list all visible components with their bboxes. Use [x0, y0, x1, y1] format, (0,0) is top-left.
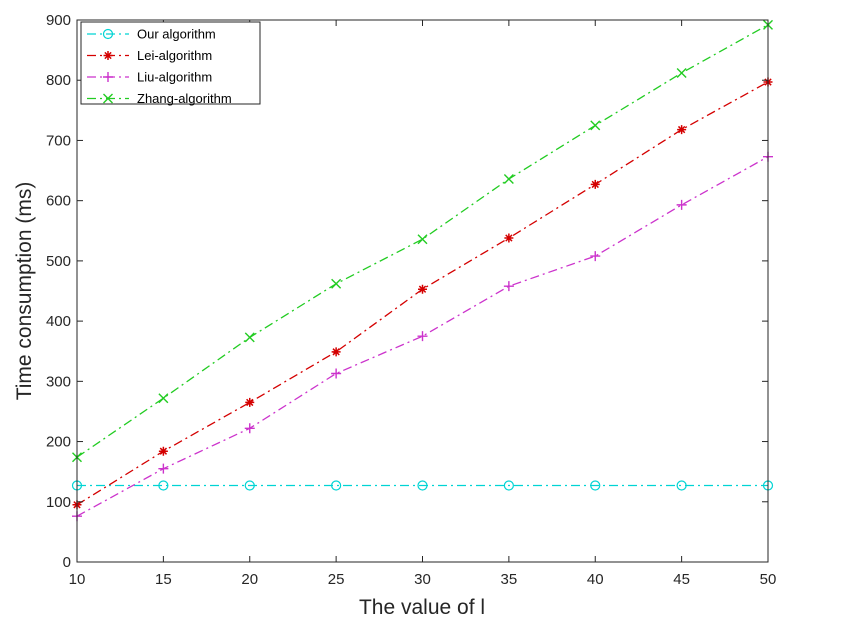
data-point	[158, 446, 168, 456]
y-tick-label: 500	[46, 253, 71, 270]
x-axis-label: The value of l	[359, 596, 485, 619]
y-tick-label: 700	[46, 132, 71, 149]
x-tick-label: 15	[155, 571, 172, 588]
y-tick-label: 600	[46, 193, 71, 210]
x-tick-label: 25	[328, 571, 345, 588]
x-tick-label: 50	[760, 571, 777, 588]
x-tick-label: 20	[241, 571, 258, 588]
legend-marker	[102, 28, 114, 40]
data-point	[244, 480, 255, 491]
data-point	[417, 480, 428, 491]
y-tick-label: 200	[46, 434, 71, 451]
data-point	[503, 281, 514, 292]
data-point	[590, 251, 601, 262]
data-point	[676, 480, 687, 491]
legend-label: Our algorithm	[137, 27, 216, 42]
legend-label: Liu-algorithm	[137, 70, 212, 85]
data-point	[417, 234, 428, 245]
legend-marker	[103, 51, 113, 60]
data-point	[418, 284, 427, 294]
y-tick-label: 300	[46, 373, 71, 390]
legend-label: Lei-algorithm	[137, 48, 212, 63]
data-point	[676, 199, 687, 210]
data-point	[590, 480, 601, 491]
y-tick-label: 0	[63, 554, 71, 571]
data-point	[331, 347, 341, 357]
y-tick-label: 900	[46, 12, 71, 29]
x-tick-label: 35	[501, 571, 518, 588]
data-point	[245, 397, 255, 407]
data-point	[158, 463, 169, 474]
data-point	[677, 125, 687, 135]
data-point	[590, 120, 601, 131]
legend-marker	[103, 93, 113, 104]
legend: Our algorithm Lei-algorithm Liu-algorithm Z…	[80, 21, 261, 106]
series-layer	[71, 19, 774, 522]
x-tick-label: 10	[69, 571, 86, 588]
ticks-layer: 10 15 20 25 30 35 40 45 500100200300400500600700…	[46, 12, 776, 588]
data-point	[331, 368, 342, 379]
data-point	[417, 331, 428, 342]
data-point	[158, 393, 169, 404]
x-tick-label: 45	[673, 571, 690, 588]
data-point	[331, 278, 342, 289]
y-tick-label: 800	[46, 72, 71, 89]
x-tick-label: 40	[587, 571, 604, 588]
y-tick-label: 100	[46, 494, 71, 511]
data-point	[590, 179, 600, 189]
legend-marker	[103, 72, 113, 82]
x-tick-label: 30	[414, 571, 431, 588]
data-point	[158, 480, 169, 491]
data-point	[244, 332, 255, 343]
series-line-2	[76, 156, 769, 517]
data-point	[503, 480, 514, 491]
series-line-3	[76, 24, 769, 458]
legend-box	[80, 21, 261, 105]
data-point	[503, 173, 514, 184]
y-tick-label: 400	[46, 313, 71, 330]
data-point	[331, 480, 342, 491]
data-point	[244, 423, 255, 434]
data-point	[504, 233, 514, 243]
data-point	[676, 68, 687, 78]
y-axis-label: Time consumption (ms)	[13, 182, 36, 401]
legend-label: Zhang-algorithm	[137, 91, 232, 106]
